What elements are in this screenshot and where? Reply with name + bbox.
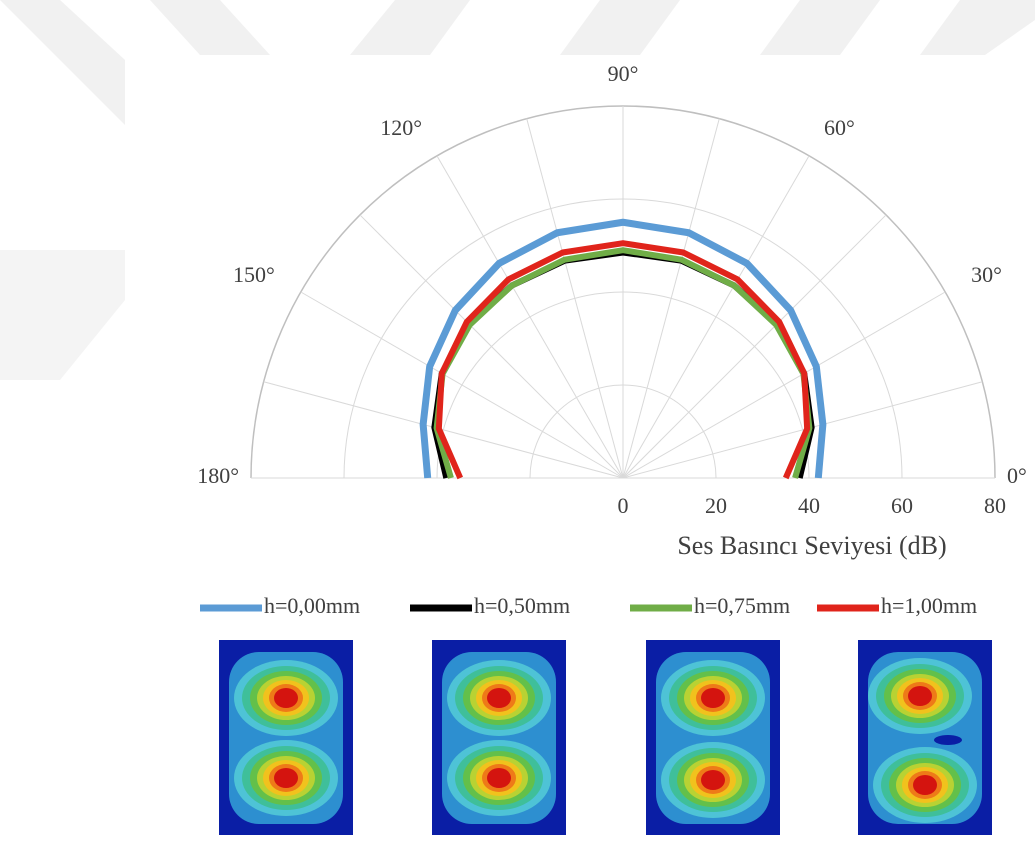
grid-spoke: [436, 155, 624, 479]
contour-images: [219, 640, 992, 835]
grid-spoke: [359, 214, 624, 479]
legend-label: h=1,00mm: [881, 593, 977, 618]
grid-spoke: [526, 118, 624, 479]
legend-label: h=0,50mm: [474, 593, 570, 618]
theta-tick-label: 90°: [608, 61, 639, 86]
r-tick-label: 40: [798, 493, 820, 518]
r-tick-label: 20: [705, 493, 727, 518]
legend: h=0,00mm h=0,50mm h=0,75mm h=1,00mm: [200, 593, 977, 618]
curves: [419, 218, 827, 480]
r-tick-label: 80: [984, 493, 1006, 518]
axis-title: Ses Basıncı Seviyesi (dB): [677, 531, 946, 560]
r-tick-label: 60: [891, 493, 913, 518]
series-line: [419, 218, 827, 479]
theta-tick-label: 30°: [971, 262, 1002, 287]
grid-spoke: [622, 155, 810, 479]
grid-spoke: [622, 291, 946, 479]
grid-spoke: [622, 214, 887, 479]
legend-label: h=0,00mm: [264, 593, 360, 618]
theta-tick-label: 120°: [380, 115, 422, 140]
series-line: [435, 240, 811, 480]
theta-tick-label: 180°: [197, 463, 239, 488]
grid-spoke: [263, 381, 624, 479]
grid-spoke: [622, 381, 983, 479]
r-tick-label: 0: [618, 493, 629, 518]
legend-label: h=0,75mm: [694, 593, 790, 618]
theta-tick-label: 60°: [824, 115, 855, 140]
watermark: [0, 0, 1035, 380]
theta-tick-label: 0°: [1007, 463, 1027, 488]
grid-spoke: [300, 291, 624, 479]
theta-tick-label: 150°: [233, 262, 275, 287]
grid: [250, 105, 996, 479]
grid-spoke: [622, 118, 720, 479]
